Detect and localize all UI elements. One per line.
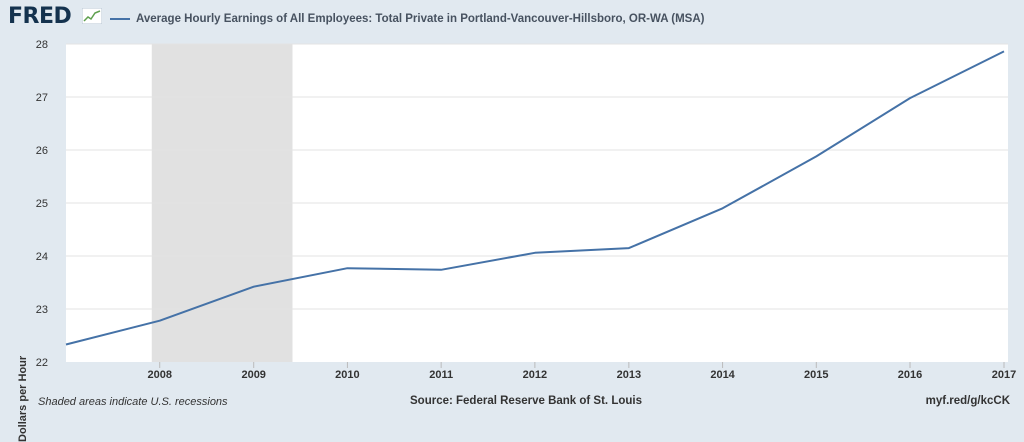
x-tick-labels: 2008 2009 2010 2011 2012 2013 2014 2015 2016 2017 [147, 362, 1016, 381]
x-tick-label-2013: 2013 [617, 369, 641, 381]
y-tick-label-26: 26 [36, 145, 48, 157]
x-tick-label-2012: 2012 [523, 369, 547, 381]
x-tick-label-2015: 2015 [804, 369, 828, 381]
x-tick-label-2009: 2009 [241, 369, 265, 381]
short-url-link[interactable]: myf.red/g/kcCK [926, 395, 1010, 407]
y-tick-label-27: 27 [36, 92, 48, 104]
recession-note: Shaded areas indicate U.S. recessions [38, 396, 228, 408]
x-tick-label-2008: 2008 [147, 369, 171, 381]
y-tick-label-23: 23 [36, 304, 48, 316]
x-tick-label-2011: 2011 [429, 369, 453, 381]
y-tick-labels: 22 23 24 25 26 27 28 [36, 39, 48, 369]
x-tick-label-2016: 2016 [898, 369, 922, 381]
x-tick-label-2010: 2010 [335, 369, 359, 381]
y-tick-label-22: 22 [36, 357, 48, 369]
y-tick-label-24: 24 [36, 251, 48, 263]
x-tick-label-2017: 2017 [992, 369, 1016, 381]
y-axis-label: Dollars per Hour [17, 356, 29, 442]
y-tick-label-28: 28 [36, 39, 48, 51]
y-tick-label-25: 25 [36, 198, 48, 210]
x-tick-label-2014: 2014 [710, 369, 735, 381]
source-note: Source: Federal Reserve Bank of St. Loui… [410, 395, 642, 407]
